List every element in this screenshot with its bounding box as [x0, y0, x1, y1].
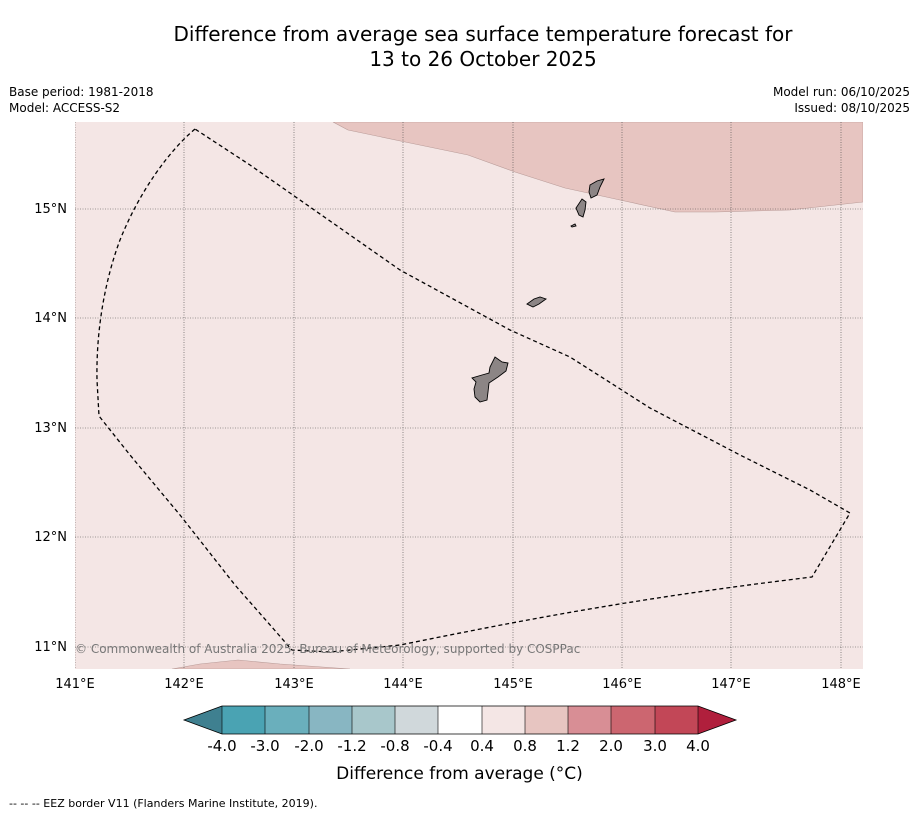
map-background: [75, 122, 863, 669]
graticule: [75, 122, 863, 669]
island-rota: [526, 296, 547, 308]
colorbar-tick: 4.0: [686, 737, 710, 755]
longitude-labels: 141°E 142°E 143°E 144°E 145°E 146°E 147°…: [55, 677, 861, 692]
lon-label-143e: 143°E: [274, 677, 314, 692]
colorbar-segment: [525, 706, 568, 734]
lat-label-15n: 15°N: [34, 202, 67, 217]
copyright-note: © Commonwealth of Australia 2025, Bureau…: [75, 642, 580, 656]
colorbar-segment: [352, 706, 395, 734]
latitude-labels: 15°N 14°N 13°N 12°N 11°N: [34, 202, 67, 655]
colorbar-label: Difference from average (°C): [336, 764, 583, 784]
island-aguijan: [570, 223, 577, 228]
base-period: Base period: 1981-2018: [9, 85, 154, 99]
island-saipan: [588, 178, 605, 199]
lon-label-145e: 145°E: [493, 677, 533, 692]
lon-label-147e: 147°E: [711, 677, 751, 692]
colorbar-tick: -1.2: [337, 737, 366, 755]
map-title: Difference from average sea surface temp…: [0, 22, 919, 72]
colorbar-tick: -4.0: [207, 737, 236, 755]
colorbar-segment: [395, 706, 438, 734]
colorbar-segment: [655, 706, 698, 734]
colorbar-dividers: [221, 706, 699, 734]
colorbar-segment: [568, 706, 611, 734]
colorbar-segment: [611, 706, 655, 734]
title-line-1: Difference from average sea surface temp…: [173, 22, 793, 46]
colorbar-segment: [309, 706, 352, 734]
colorbar-ticks: -4.0 -3.0 -2.0 -1.2 -0.8 -0.4 0.4 0.8 1.…: [207, 737, 710, 755]
eez-legend: -- -- -- EEZ border V11 (Flanders Marine…: [9, 797, 318, 810]
lon-label-142e: 142°E: [164, 677, 204, 692]
colorbar-tick: 3.0: [643, 737, 667, 755]
lat-label-13n: 13°N: [34, 421, 67, 436]
colorbar-tick: -0.4: [423, 737, 452, 755]
issued-date: Issued: 08/10/2025: [794, 101, 910, 115]
warm-anomaly-region: [332, 122, 863, 213]
colorbar-tick: 2.0: [599, 737, 623, 755]
colorbar-tick: -2.0: [294, 737, 323, 755]
island-tinian: [575, 198, 587, 218]
colorbar-segment: [482, 706, 525, 734]
warm-anomaly-region-bottom: [171, 659, 351, 669]
colorbar-extend-low: [184, 706, 222, 734]
model-run: Model run: 06/10/2025: [772, 85, 910, 99]
colorbar-segment: [438, 706, 482, 734]
colorbar-tick: 0.4: [470, 737, 494, 755]
colorbar-tick: -0.8: [380, 737, 409, 755]
model-name: Model: ACCESS-S2: [9, 101, 121, 115]
colorbar-tick: 0.8: [513, 737, 537, 755]
lat-label-12n: 12°N: [34, 530, 67, 545]
lat-label-14n: 14°N: [34, 311, 67, 326]
colorbar: [182, 705, 738, 735]
islands: [471, 178, 605, 403]
island-guam: [471, 356, 509, 403]
colorbar-tick: -3.0: [250, 737, 279, 755]
colorbar-extend-high: [698, 706, 736, 734]
lon-label-148e: 148°E: [821, 677, 861, 692]
lon-label-144e: 144°E: [383, 677, 423, 692]
lat-label-11n: 11°N: [34, 640, 67, 655]
meta-left: Base period: 1981-2018 Model: ACCESS-S2: [9, 84, 154, 116]
meta-right: Model run: 06/10/2025 Issued: 08/10/2025: [773, 84, 910, 116]
title-line-2: 13 to 26 October 2025: [369, 47, 597, 71]
lon-label-141e: 141°E: [55, 677, 95, 692]
colorbar-tick: 1.2: [556, 737, 580, 755]
lon-label-146e: 146°E: [602, 677, 642, 692]
colorbar-segment: [222, 706, 265, 734]
colorbar-segment: [265, 706, 309, 734]
